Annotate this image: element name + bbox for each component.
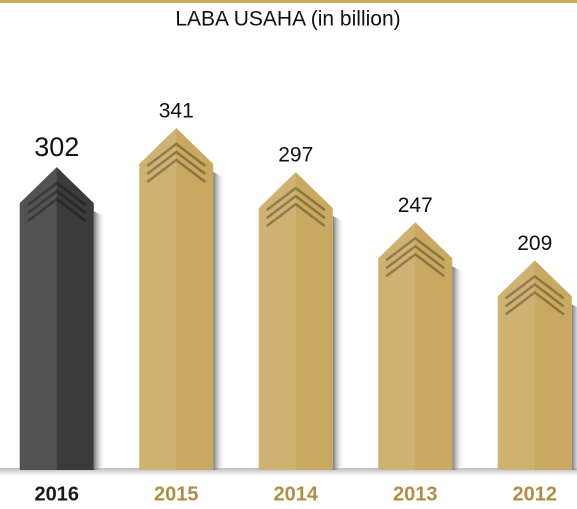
x-tick-label: 2015 (154, 483, 199, 505)
bar (139, 128, 214, 470)
bar (19, 167, 94, 470)
chevron (265, 194, 326, 220)
chevron (146, 158, 207, 183)
chart-title: LABA USAHA (in billion) (175, 8, 400, 31)
x-tick-label: 2014 (274, 483, 319, 505)
chevron (26, 189, 87, 215)
chevron (265, 186, 326, 212)
bar-highlight (258, 172, 296, 470)
bar-shadow (213, 172, 226, 470)
value-label: 341 (159, 100, 194, 123)
chevron (385, 252, 446, 278)
chevron (26, 181, 87, 207)
chevron (385, 236, 446, 262)
x-tick-label: 2016 (35, 483, 80, 505)
value-label: 247 (398, 194, 433, 217)
value-label: 209 (517, 232, 552, 255)
bar-highlight (497, 260, 535, 470)
chevron (504, 282, 565, 308)
bar-highlight (378, 222, 416, 470)
value-label: 302 (34, 132, 79, 162)
chevron (504, 274, 565, 300)
chevron (265, 202, 326, 228)
bar-highlight (19, 167, 57, 470)
bar-shadow (93, 211, 106, 470)
bar-shadow (571, 304, 577, 470)
x-tick-label: 2012 (513, 483, 558, 505)
bar (258, 172, 333, 470)
bar-highlight (139, 128, 177, 470)
x-tick-label: 2013 (393, 483, 438, 505)
bar (497, 260, 572, 470)
value-label: 297 (278, 144, 313, 167)
top-rule (0, 0, 577, 3)
floor-shadow (0, 468, 577, 476)
chevron (146, 150, 207, 175)
chevron (26, 197, 87, 223)
bar (378, 222, 453, 470)
bar-shadow (452, 266, 465, 470)
bar-shadow (332, 216, 345, 470)
chevron (385, 244, 446, 270)
chevron (146, 142, 207, 167)
chevron (504, 290, 565, 316)
